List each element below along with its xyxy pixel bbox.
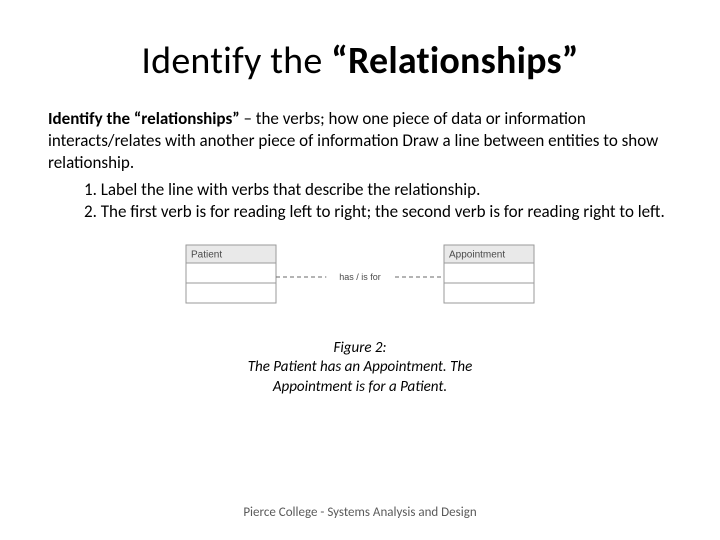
caption-line: Appointment is for a Patient. bbox=[273, 378, 447, 396]
slide: Identify the “Relationships” Identify th… bbox=[0, 0, 720, 540]
figure-caption: Figure 2: The Patient has an Appointment… bbox=[48, 339, 672, 398]
list-item: 2. The first verb is for reading left to… bbox=[84, 201, 672, 223]
edge-label: has / is for bbox=[339, 272, 381, 282]
list-item: 1. Label the line with verbs that descri… bbox=[84, 179, 672, 201]
title-em: “Relationships” bbox=[331, 38, 578, 84]
body-paragraph: Identify the “relationships” – the verbs… bbox=[48, 108, 672, 173]
slide-title: Identify the “Relationships” bbox=[48, 38, 672, 84]
entity-appointment: Appointment bbox=[444, 245, 534, 303]
entity-patient: Patient bbox=[186, 245, 276, 303]
diagram-container: Patient Appointment has / is for bbox=[48, 241, 672, 325]
figure-label: Figure 2: bbox=[333, 339, 386, 357]
numbered-list: 1. Label the line with verbs that descri… bbox=[48, 179, 672, 223]
title-pre: Identify the bbox=[141, 38, 331, 84]
caption-line: The Patient has an Appointment. The bbox=[248, 358, 473, 376]
entity-appointment-label: Appointment bbox=[449, 249, 505, 260]
body-lead: Identify the “relationships” bbox=[48, 108, 240, 129]
slide-footer: Pierce College - Systems Analysis and De… bbox=[0, 505, 720, 520]
entity-patient-label: Patient bbox=[191, 249, 222, 260]
er-diagram: Patient Appointment has / is for bbox=[180, 241, 540, 325]
